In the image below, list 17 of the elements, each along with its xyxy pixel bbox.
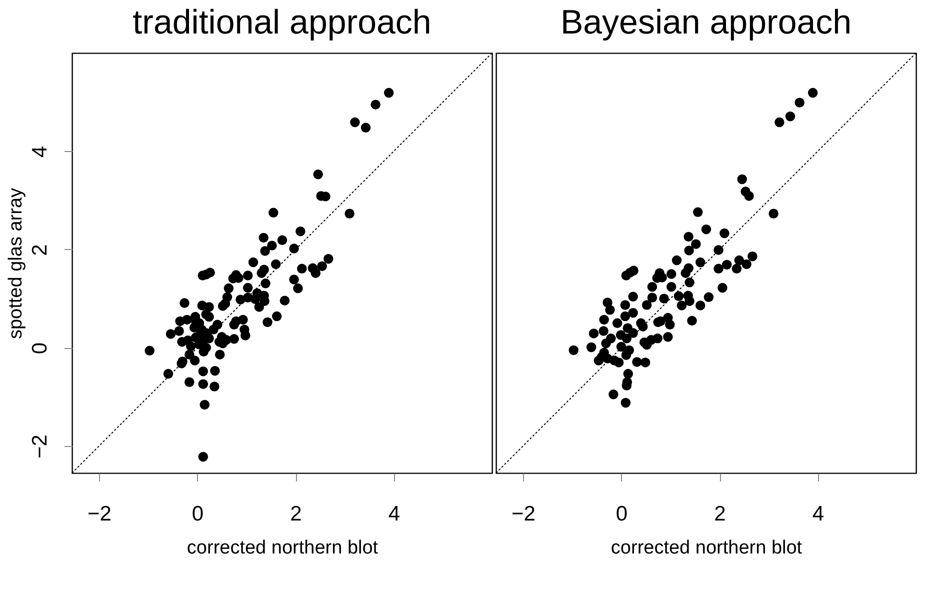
x-tick-label: −2 [512,502,536,526]
chart-title: Bayesian approach [560,4,852,42]
x-tick-label: 2 [290,502,302,526]
x-tick-label: −2 [88,502,112,526]
x-tick-label: 0 [616,502,628,526]
x-axis-title: corrected northern blot [610,538,803,558]
y-tick-label: 4 [28,146,52,158]
x-axis-title: corrected northern blot [186,538,379,558]
y-tick-label: 2 [28,244,52,256]
y-tick-label: −2 [28,434,52,458]
x-tick-label: 2 [714,502,726,526]
x-tick-label: 4 [388,502,400,526]
chart-title: traditional approach [132,4,432,42]
x-tick-label: 0 [192,502,204,526]
y-axis-title: spotted glas array [6,187,26,340]
y-tick-label: 0 [28,342,52,354]
x-tick-label: 4 [812,502,824,526]
